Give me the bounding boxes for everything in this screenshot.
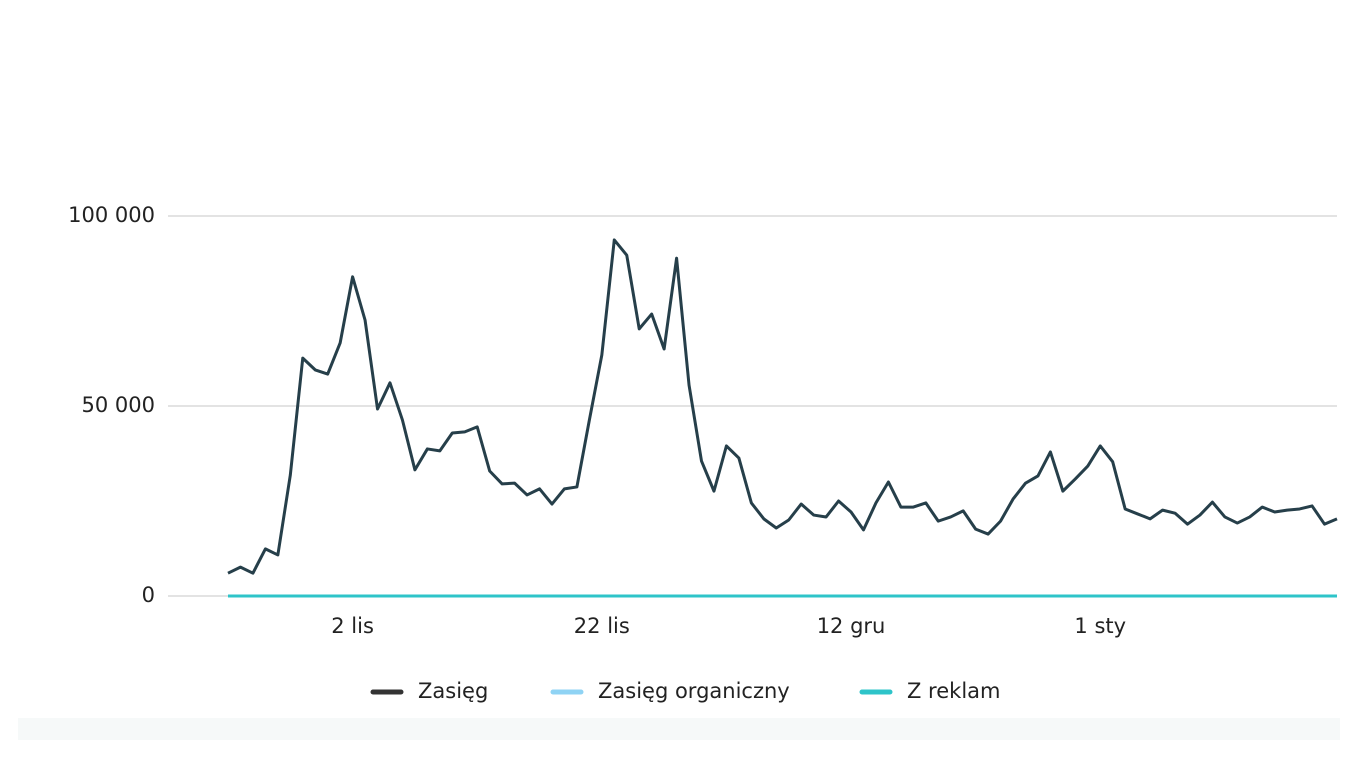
y-tick-label: 100 000	[68, 203, 155, 227]
series-line	[227, 238, 1338, 575]
footer-strip	[18, 718, 1340, 740]
legend-label: Zasięg organiczny	[598, 679, 790, 703]
y-tick-label: 50 000	[82, 393, 155, 417]
legend-label: Zasięg	[418, 679, 488, 703]
x-tick-label: 2 lis	[331, 614, 374, 638]
x-tick-label: 12 gru	[817, 614, 886, 638]
x-tick-label: 1 sty	[1074, 614, 1126, 638]
y-tick-label: 0	[142, 583, 155, 607]
x-tick-label: 22 lis	[574, 614, 630, 638]
legend-label: Z reklam	[907, 679, 1000, 703]
